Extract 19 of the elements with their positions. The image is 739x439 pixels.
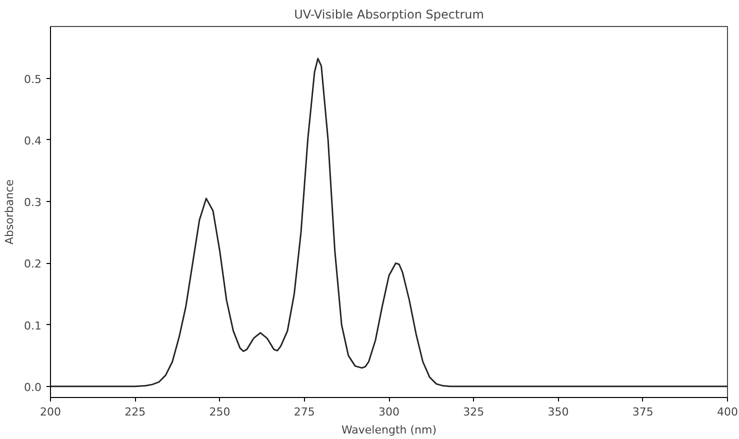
x-axis-title: Wavelength (nm) [341, 424, 437, 436]
x-tick-label: 350 [548, 406, 569, 418]
y-tick-label: 0.1 [24, 319, 42, 332]
x-tick-label: 300 [378, 406, 400, 418]
y-tick-label: 0.3 [24, 196, 42, 210]
x-tick-label: 225 [124, 406, 146, 418]
x-tick-label: 375 [632, 406, 654, 418]
y-tick-label: 0.2 [24, 258, 42, 271]
x-tick-label: 200 [40, 406, 61, 418]
x-tick-label: 275 [294, 406, 315, 418]
y-tick-label: 0.5 [24, 72, 42, 86]
y-tick-label: 0.0 [24, 380, 42, 394]
y-axis-title: Absorbance [3, 179, 16, 244]
x-tick-label: 400 [717, 406, 738, 418]
chart-title: UV-Visible Absorption Spectrum [294, 8, 484, 22]
x-tick-label: 325 [463, 406, 484, 418]
x-tick-label: 250 [209, 406, 230, 418]
line-series [50, 58, 728, 388]
y-tick-label: 0.4 [24, 134, 42, 148]
